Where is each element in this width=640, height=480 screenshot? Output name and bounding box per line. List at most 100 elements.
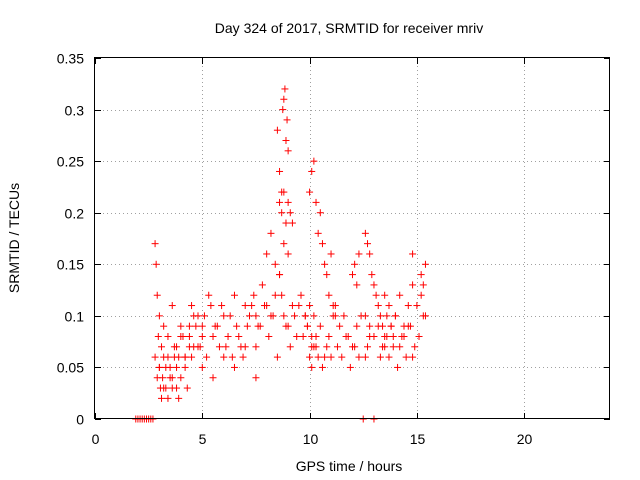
data-point [155, 363, 163, 371]
y-tick-label: 0.25 [57, 154, 84, 170]
data-point [366, 332, 374, 340]
data-point [381, 291, 389, 299]
y-tick-label: 0.2 [65, 206, 85, 222]
data-point [228, 353, 236, 361]
data-point [306, 353, 314, 361]
data-point [353, 281, 361, 289]
data-point [342, 332, 350, 340]
chart-title: Day 324 of 2017, SRMTID for receiver mri… [215, 20, 483, 36]
data-point [346, 363, 354, 371]
data-point [278, 209, 286, 217]
data-point [273, 126, 281, 134]
data-point [310, 312, 318, 320]
y-tick-label: 0.15 [57, 257, 84, 273]
y-axis-ticks: 0 0.05 0.1 0.15 0.2 0.25 0.3 0.35 [57, 51, 610, 428]
data-point [391, 312, 399, 320]
data-point [273, 353, 281, 361]
data-point [152, 260, 160, 268]
data-point [173, 363, 181, 371]
data-point [222, 343, 230, 351]
x-tick-label: 15 [410, 431, 426, 447]
data-point [213, 322, 221, 330]
data-point [271, 291, 279, 299]
data-point [396, 291, 404, 299]
data-point [355, 250, 363, 258]
data-point [164, 332, 172, 340]
data-point [321, 260, 329, 268]
data-point [235, 332, 243, 340]
data-point [421, 260, 429, 268]
data-point [376, 353, 384, 361]
data-point [385, 353, 393, 361]
data-point [282, 322, 290, 330]
data-point [183, 384, 191, 392]
data-point [279, 106, 287, 114]
data-point [280, 95, 288, 103]
data-point [421, 312, 429, 320]
data-point [276, 198, 284, 206]
data-point [241, 302, 249, 310]
data-point [230, 291, 238, 299]
data-point [250, 291, 258, 299]
data-point [239, 353, 247, 361]
data-point [258, 281, 266, 289]
data-point [181, 353, 189, 361]
x-axis-label: GPS time / hours [296, 458, 403, 474]
data-point [314, 229, 322, 237]
data-point [372, 291, 380, 299]
x-tick-label: 0 [92, 431, 100, 447]
data-point [353, 322, 361, 330]
data-point [361, 312, 369, 320]
data-point [321, 353, 329, 361]
data-point [288, 219, 296, 227]
data-point [303, 322, 311, 330]
y-axis-label: SRMTID / TECUs [6, 183, 22, 293]
data-point [215, 343, 223, 351]
data-point [164, 394, 172, 402]
data-point [226, 312, 234, 320]
data-point [306, 302, 314, 310]
data-point [282, 219, 290, 227]
data-point [243, 322, 251, 330]
data-point [349, 271, 356, 279]
data-point [158, 394, 166, 402]
data-point [293, 332, 301, 340]
data-point [385, 302, 393, 310]
data-point [281, 85, 289, 93]
data-point [409, 353, 417, 361]
data-point [177, 332, 185, 340]
data-point [383, 312, 391, 320]
data-point [381, 343, 389, 351]
data-point [256, 322, 264, 330]
data-point [200, 312, 208, 320]
data-point [361, 229, 369, 237]
data-point [318, 240, 326, 248]
data-point [230, 363, 238, 371]
x-tick-label: 10 [303, 431, 319, 447]
data-point [381, 332, 389, 340]
data-point [288, 302, 296, 310]
data-point [261, 302, 269, 310]
data-point [188, 302, 196, 310]
data-point [177, 374, 185, 382]
data-point [411, 343, 419, 351]
data-point [402, 353, 410, 361]
data-point [394, 363, 402, 371]
data-point [338, 353, 346, 361]
data-point [198, 363, 206, 371]
data-point [355, 353, 363, 361]
data-point [374, 302, 382, 310]
data-point [177, 322, 185, 330]
data-point [295, 302, 303, 310]
data-point [181, 363, 189, 371]
data-point [361, 353, 369, 361]
data-point [252, 312, 260, 320]
data-point [209, 374, 217, 382]
data-point [280, 312, 288, 320]
y-tick-label: 0.35 [57, 51, 84, 67]
data-point [207, 302, 215, 310]
data-point [291, 312, 299, 320]
data-point [366, 322, 374, 330]
data-point [299, 332, 307, 340]
data-point [368, 271, 376, 279]
